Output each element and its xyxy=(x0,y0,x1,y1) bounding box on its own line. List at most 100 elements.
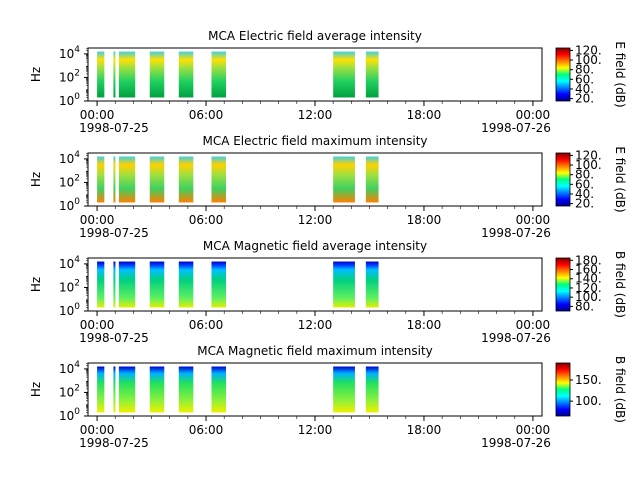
data-block-5 xyxy=(178,261,194,308)
data-block-2 xyxy=(113,261,116,308)
y-tick-label: 100 xyxy=(59,407,80,423)
x-tick-label: 00:00 xyxy=(80,318,115,332)
x-date-label: 1998-07-26 xyxy=(481,226,551,240)
chart-title: MCA Electric field average intensity xyxy=(208,29,422,43)
data-block-3 xyxy=(118,51,136,98)
x-tick-label: 00:00 xyxy=(80,213,115,227)
colorbar-tick-label: 100. xyxy=(575,290,602,304)
data-block-8 xyxy=(365,261,379,308)
y-tick-label: 100 xyxy=(59,302,80,318)
x-tick-label: 18:00 xyxy=(407,423,442,437)
data-block-6 xyxy=(211,156,227,203)
chart-title: MCA Magnetic field average intensity xyxy=(203,239,427,253)
y-axis-label: Hz xyxy=(29,382,43,397)
x-tick-label: 12:00 xyxy=(298,318,333,332)
colorbar-label: E field (dB) xyxy=(613,146,627,212)
colorbar-tick-label: 60. xyxy=(575,72,594,86)
colorbar-tick-label: 20. xyxy=(575,92,594,106)
x-tick-label: 00:00 xyxy=(516,318,551,332)
data-block-4 xyxy=(149,156,165,203)
data-block-7 xyxy=(333,366,355,413)
data-block-5 xyxy=(178,51,194,98)
data-block-1 xyxy=(97,51,105,98)
colorbar-tick-label: 120. xyxy=(575,148,602,162)
chart-title: MCA Magnetic field maximum intensity xyxy=(197,344,433,358)
x-tick-label: 00:00 xyxy=(516,108,551,122)
colorbar-tick-label: 100. xyxy=(575,53,602,67)
data-block-1 xyxy=(97,366,105,413)
colorbar xyxy=(555,47,571,102)
data-block-4 xyxy=(149,366,165,413)
colorbar-tick-label: 180. xyxy=(575,253,602,267)
chart-panel-4: MCA Magnetic field maximum intensity 100 1… xyxy=(29,344,627,450)
colorbar-tick-label: 160. xyxy=(575,263,602,277)
data-block-8 xyxy=(365,51,379,98)
x-date-label: 1998-07-26 xyxy=(481,436,551,450)
data-block-3 xyxy=(118,366,136,413)
y-tick-label: 100 xyxy=(59,197,80,213)
y-axis-label: Hz xyxy=(29,67,43,82)
colorbar-label: E field (dB) xyxy=(613,41,627,107)
x-tick-label: 12:00 xyxy=(298,423,333,437)
data-block-7 xyxy=(333,156,355,203)
y-tick-label: 102 xyxy=(59,278,80,294)
y-tick-label: 102 xyxy=(59,173,80,189)
y-tick-label: 102 xyxy=(59,68,80,84)
y-tick-label: 104 xyxy=(59,45,80,61)
colorbar-tick-label: 40. xyxy=(575,82,594,96)
colorbar-tick-label: 80. xyxy=(575,168,594,182)
y-axis-label: Hz xyxy=(29,172,43,187)
data-block-6 xyxy=(211,51,227,98)
colorbar-tick-label: 80. xyxy=(575,63,594,77)
x-tick-label: 06:00 xyxy=(189,423,224,437)
x-tick-label: 06:00 xyxy=(189,108,224,122)
data-block-1 xyxy=(97,156,105,203)
data-block-7 xyxy=(333,51,355,98)
x-date-label: 1998-07-25 xyxy=(79,226,149,240)
colorbar-tick-label: 60. xyxy=(575,177,594,191)
x-tick-label: 06:00 xyxy=(189,318,224,332)
colorbar-label: B field (dB) xyxy=(613,251,627,318)
data-block-4 xyxy=(149,51,165,98)
y-tick-label: 104 xyxy=(59,150,80,166)
data-block-3 xyxy=(118,261,136,308)
x-date-label: 1998-07-26 xyxy=(481,121,551,135)
x-tick-label: 00:00 xyxy=(80,108,115,122)
x-tick-label: 00:00 xyxy=(516,423,551,437)
data-block-8 xyxy=(365,156,379,203)
colorbar xyxy=(555,257,571,312)
x-date-label: 1998-07-25 xyxy=(79,121,149,135)
x-tick-label: 18:00 xyxy=(407,108,442,122)
data-block-5 xyxy=(178,366,194,413)
y-tick-label: 100 xyxy=(59,92,80,108)
x-date-label: 1998-07-26 xyxy=(481,331,551,345)
data-block-2 xyxy=(113,156,116,203)
x-date-label: 1998-07-25 xyxy=(79,331,149,345)
chart-title: MCA Electric field maximum intensity xyxy=(202,134,427,148)
y-axis-label: Hz xyxy=(29,277,43,292)
chart-panel-1: MCA Electric field average intensity 100 1… xyxy=(29,29,627,135)
colorbar xyxy=(555,152,571,207)
x-tick-label: 00:00 xyxy=(80,423,115,437)
colorbar-tick-label: 20. xyxy=(575,197,594,211)
data-block-7 xyxy=(333,261,355,308)
x-tick-label: 18:00 xyxy=(407,213,442,227)
colorbar-tick-label: 120. xyxy=(575,43,602,57)
x-tick-label: 12:00 xyxy=(298,213,333,227)
colorbar-tick-label: 120. xyxy=(575,281,602,295)
colorbar-tick-label: 100. xyxy=(575,158,602,172)
y-tick-label: 102 xyxy=(59,383,80,399)
chart-panel-3: MCA Magnetic field average intensity 100 1… xyxy=(29,239,627,345)
x-date-label: 1998-07-25 xyxy=(79,436,149,450)
data-block-4 xyxy=(149,261,165,308)
x-tick-label: 18:00 xyxy=(407,318,442,332)
data-block-8 xyxy=(365,366,379,413)
x-tick-label: 00:00 xyxy=(516,213,551,227)
colorbar xyxy=(555,362,571,417)
data-block-1 xyxy=(97,261,105,308)
colorbar-tick-label: 140. xyxy=(575,272,602,286)
data-block-3 xyxy=(118,156,136,203)
colorbar-tick-label: 40. xyxy=(575,187,594,201)
data-block-5 xyxy=(178,156,194,203)
